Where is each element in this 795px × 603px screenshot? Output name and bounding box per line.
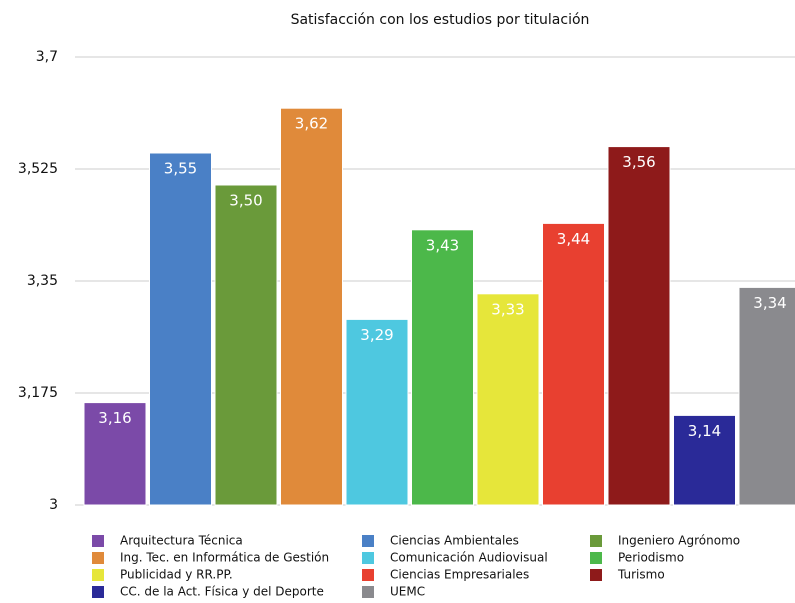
legend-swatch [92, 535, 104, 547]
bar [542, 222, 605, 506]
legend-swatch [362, 569, 374, 581]
y-tick-label: 3,35 [27, 273, 58, 289]
legend-swatch [92, 586, 104, 598]
legend-label: Arquitectura Técnica [120, 534, 243, 548]
value-label: 3,44 [557, 230, 590, 248]
bar [83, 402, 147, 506]
value-label: 3,56 [622, 153, 655, 171]
value-label: 3,33 [491, 300, 524, 318]
value-label: 3,29 [360, 326, 393, 344]
legend-swatch [590, 535, 602, 547]
legend-swatch [92, 569, 104, 581]
y-tick-label: 3 [49, 497, 58, 513]
bar [607, 146, 671, 506]
bar [149, 152, 212, 506]
legend-swatch [362, 552, 374, 564]
value-label: 3,43 [426, 236, 459, 254]
value-label: 3,34 [753, 294, 786, 312]
legend-label: Turismo [617, 568, 665, 582]
legend-swatch [92, 552, 104, 564]
bar [738, 286, 795, 506]
value-label: 3,16 [98, 409, 131, 427]
chart-title: Satisfacción con los estudios por titula… [291, 12, 590, 28]
value-label: 3,62 [295, 115, 328, 133]
value-label: 3,14 [688, 422, 721, 440]
bar [673, 414, 736, 506]
legend-label: Periodismo [618, 551, 684, 565]
legend-label: Ingeniero Agrónomo [618, 534, 740, 548]
legend-swatch [362, 535, 374, 547]
legend-label: Comunicación Audiovisual [390, 551, 548, 565]
bar [345, 318, 409, 506]
legend-label: Ciencias Empresariales [390, 568, 529, 582]
y-tick-label: 3,175 [18, 385, 58, 401]
legend-label: Publicidad y RR.PP. [120, 568, 233, 582]
bar [214, 184, 278, 506]
value-label: 3,55 [164, 160, 197, 178]
bar [280, 107, 343, 506]
bar [476, 293, 540, 506]
y-tick-label: 3,525 [18, 161, 58, 177]
legend-label: Ciencias Ambientales [390, 534, 519, 548]
bar [411, 229, 474, 506]
y-tick-label: 3,7 [36, 49, 58, 65]
legend-label: CC. de la Act. Física y del Deporte [120, 585, 324, 599]
legend-label: UEMC [390, 585, 425, 599]
legend-swatch [590, 569, 602, 581]
value-label: 3,50 [229, 192, 262, 210]
legend-label: Ing. Tec. en Informática de Gestión [120, 551, 329, 565]
legend-swatch [362, 586, 374, 598]
legend-swatch [590, 552, 602, 564]
